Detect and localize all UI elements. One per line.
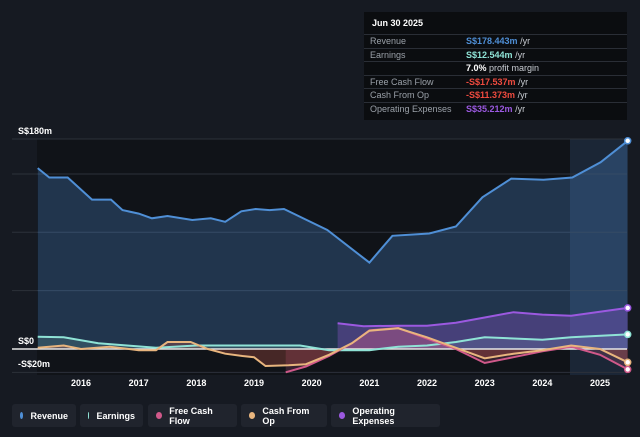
tooltip-value: 7.0% profit margin [466,63,539,73]
tooltip-value: -S$17.537m /yr [466,77,528,87]
x-tick-2023: 2023 [475,378,495,388]
legend-operating-expenses[interactable]: Operating Expenses [331,404,440,427]
unit: /yr [520,36,531,46]
legend-cash-from-op[interactable]: Cash From Op [241,404,327,427]
endpoint-earnings[interactable] [623,330,632,339]
y-tick-zero: S$0 [18,336,34,346]
value: -S$17.537m [466,76,516,87]
legend-dot-icon [249,412,256,419]
endpoint-operating-expenses[interactable] [623,304,632,312]
tooltip-row: Cash From Op -S$11.373m /yr [364,88,627,102]
unit: /yr [518,76,529,87]
legend-dot-icon [156,412,163,419]
legend-label: Free Cash Flow [169,405,213,426]
legend-label: Cash From Op [262,405,310,426]
tooltip-date: Jun 30 2025 [372,18,424,28]
tooltip-row: Revenue S$178.443m /yr [364,34,627,48]
tooltip-value: S$12.544m /yr [466,50,525,60]
tooltip-value: S$35.212m /yr [466,104,525,114]
legend-free-cash-flow[interactable]: Free Cash Flow [148,404,237,427]
x-tick-2020: 2020 [302,378,322,388]
line-operating-expenses [337,306,628,328]
endpoint-revenue[interactable] [623,137,632,145]
x-tick-2018: 2018 [186,378,206,388]
tooltip-value: S$178.443m /yr [466,36,530,46]
tooltip-row: Operating Expenses S$35.212m /yr [364,101,627,116]
x-tick-2019: 2019 [244,378,264,388]
tooltip-label: Operating Expenses [370,103,452,114]
x-tick-2024: 2024 [532,378,552,388]
area-free-cash-flow [285,328,628,373]
legend-dot-icon [88,412,90,419]
tooltip-label: Cash From Op [370,90,430,100]
area-revenue [37,140,628,349]
tooltip-row: Free Cash Flow -S$17.537m /yr [364,74,627,89]
legend-label: Earnings [96,410,135,421]
endpoint-cash-from-op[interactable] [623,358,632,367]
line-revenue [37,140,629,264]
unit: /yr [517,90,528,100]
value: 7.0% [466,63,487,73]
endpoint-free-cash-flow[interactable] [623,365,632,374]
value: -S$11.373m [466,90,516,100]
legend-dot-icon [20,412,24,419]
x-tick-2022: 2022 [417,378,437,388]
tooltip-row: 7.0% profit margin [364,61,627,75]
unit: /yr [515,103,526,114]
legend-dot-icon [339,412,346,419]
legend-label: Revenue [30,410,68,421]
line-cash-from-op [37,327,629,368]
tooltip-value: -S$11.373m /yr [466,90,528,100]
tooltip-label: Earnings [370,49,406,60]
legend-label: Operating Expenses [352,405,395,426]
x-tick-2025: 2025 [590,378,610,388]
y-tick-top: S$180m [18,126,52,136]
value: S$178.443m [466,36,518,46]
legend-revenue[interactable]: Revenue [12,404,76,427]
line-earnings [37,333,628,352]
tooltip: Jun 30 2025 Revenue S$178.443m /yr Earning… [364,12,627,120]
x-tick-2017: 2017 [129,378,149,388]
value: S$35.212m [466,103,513,114]
legend-earnings[interactable]: Earnings [80,404,143,427]
unit: profit margin [489,63,540,73]
past-region [37,139,570,375]
tooltip-label: Revenue [370,36,407,46]
y-tick-neg: -S$20m [18,359,50,369]
x-tick-2016: 2016 [71,378,91,388]
tooltip-row: Earnings S$12.544m /yr [364,47,627,62]
value: S$12.544m [466,49,513,60]
unit: /yr [515,49,526,60]
x-tick-2021: 2021 [359,378,379,388]
tooltip-label: Free Cash Flow [370,76,434,87]
